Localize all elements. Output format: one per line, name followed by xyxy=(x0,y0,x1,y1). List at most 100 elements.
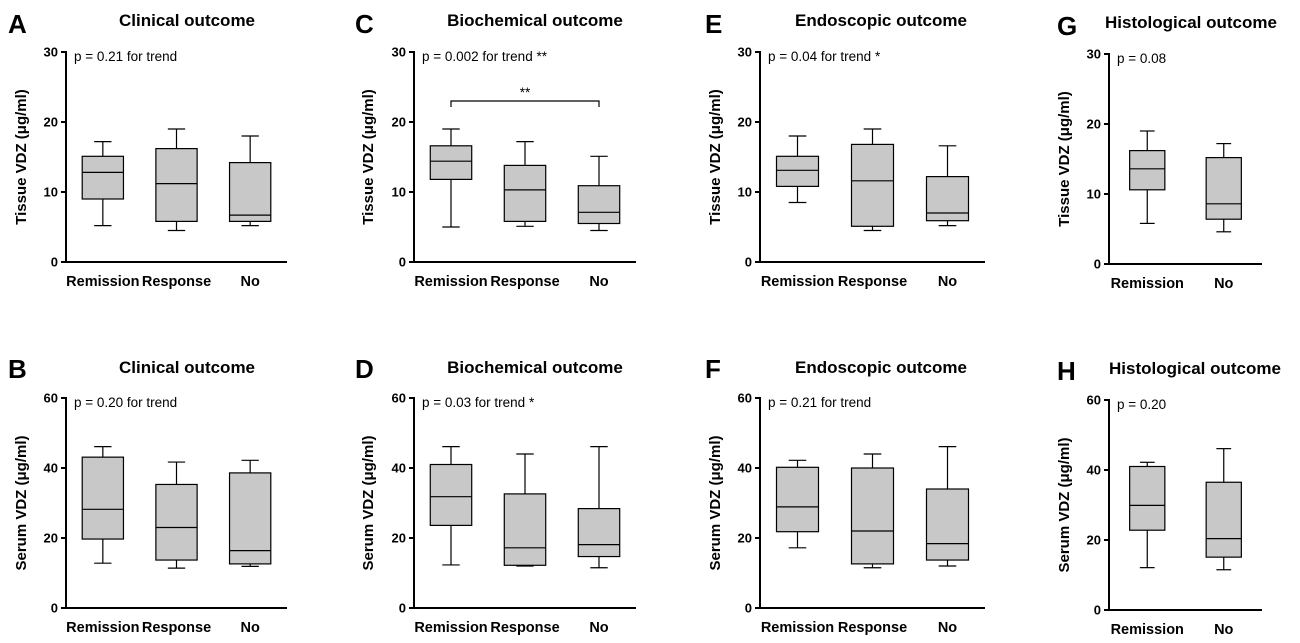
box-remission xyxy=(1129,130,1166,224)
box-remission xyxy=(775,135,820,204)
p-value-annotation: p = 0.04 for trend * xyxy=(768,49,881,64)
y-tick-label: 0 xyxy=(51,601,58,616)
iqr-box xyxy=(925,176,970,222)
y-tick-label: 0 xyxy=(745,255,752,270)
p-value-annotation: p = 0.21 for trend xyxy=(768,395,871,410)
iqr-box xyxy=(1129,465,1166,531)
iqr-box xyxy=(850,467,895,565)
category-label: No xyxy=(1214,622,1233,638)
panel-label: H xyxy=(1057,356,1076,386)
panel-c: C Biochemical outcome Tissue VDZ (μg/ml) 0 1… xyxy=(355,9,636,290)
y-tick-label: 0 xyxy=(1094,257,1101,272)
panel-g: G Histological outcome Tissue VDZ (μg/ml) 0… xyxy=(1056,11,1277,292)
category-label: No xyxy=(589,620,608,636)
significance-label: ** xyxy=(520,85,531,100)
category-label: Remission xyxy=(761,274,834,290)
category-label: Remission xyxy=(761,620,834,636)
panel-label: G xyxy=(1057,11,1077,41)
panel-b: B Clinical outcome Serum VDZ (μg/ml) 0 20 40 6… xyxy=(8,354,287,636)
category-label: No xyxy=(1214,276,1233,292)
y-axis-label: Tissue VDZ (μg/ml) xyxy=(1056,91,1073,227)
iqr-box xyxy=(81,155,125,200)
p-value-annotation: p = 0.21 for trend xyxy=(74,49,177,64)
category-label: Remission xyxy=(66,620,139,636)
y-tick-label: 0 xyxy=(745,601,752,616)
panel-title: Biochemical outcome xyxy=(447,358,623,377)
panel-title: Endoscopic outcome xyxy=(795,11,967,30)
y-axis-label: Serum VDZ (μg/ml) xyxy=(707,435,724,570)
category-label: No xyxy=(938,620,957,636)
p-value-annotation: p = 0.002 for trend ** xyxy=(422,49,548,64)
category-label: Response xyxy=(142,274,211,290)
y-tick-label: 0 xyxy=(1094,603,1101,618)
y-axis-label: Tissue VDZ (μg/ml) xyxy=(360,89,377,225)
y-tick-label: 20 xyxy=(392,115,406,130)
y-tick-label: 30 xyxy=(1087,47,1101,62)
p-value-annotation: p = 0.20 xyxy=(1117,397,1166,412)
y-tick-label: 20 xyxy=(392,531,406,546)
box-response xyxy=(155,461,198,569)
box-no xyxy=(228,459,272,567)
y-axis-label: Serum VDZ (μg/ml) xyxy=(360,435,377,570)
panel-title: Histological outcome xyxy=(1109,359,1281,378)
iqr-box xyxy=(228,472,272,565)
y-tick-label: 20 xyxy=(44,531,58,546)
panel-f: F Endoscopic outcome Serum VDZ (μg/ml) 0 20 4… xyxy=(705,354,985,636)
category-label: Remission xyxy=(414,620,487,636)
panel-label: E xyxy=(705,9,722,39)
iqr-box xyxy=(850,143,895,227)
iqr-box xyxy=(1129,150,1166,191)
category-label: Response xyxy=(490,274,559,290)
box-no xyxy=(925,145,970,227)
y-tick-label: 40 xyxy=(44,461,58,476)
category-label: Response xyxy=(838,620,907,636)
y-tick-label: 0 xyxy=(399,601,406,616)
y-tick-label: 30 xyxy=(392,45,406,60)
category-label: Response xyxy=(838,274,907,290)
category-label: No xyxy=(240,274,259,290)
iqr-box xyxy=(775,155,820,188)
y-tick-label: 10 xyxy=(392,185,406,200)
y-tick-label: 60 xyxy=(738,391,752,406)
p-value-annotation: p = 0.03 for trend * xyxy=(422,395,535,410)
p-value-annotation: p = 0.20 for trend xyxy=(74,395,177,410)
iqr-box xyxy=(925,488,970,561)
category-label: Remission xyxy=(66,274,139,290)
box-response xyxy=(503,141,547,227)
iqr-box xyxy=(775,466,820,533)
iqr-box xyxy=(155,483,198,561)
panel-label: F xyxy=(705,354,721,384)
panel-e: E Endoscopic outcome Tissue VDZ (μg/ml) 0 10… xyxy=(705,9,985,290)
panel-d: D Biochemical outcome Serum VDZ (μg/ml) 0 20… xyxy=(355,354,636,636)
y-tick-label: 30 xyxy=(738,45,752,60)
panel-a: A Clinical outcome Tissue VDZ (μg/ml) 0 10 20… xyxy=(8,9,287,290)
category-label: Remission xyxy=(1111,622,1184,638)
iqr-box xyxy=(228,162,272,223)
category-label: No xyxy=(589,274,608,290)
iqr-box xyxy=(155,148,198,223)
y-tick-label: 20 xyxy=(738,531,752,546)
y-tick-label: 30 xyxy=(44,45,58,60)
iqr-box xyxy=(429,463,473,527)
box-remission xyxy=(429,446,473,566)
y-axis-label: Serum VDZ (μg/ml) xyxy=(1056,437,1073,572)
y-axis-label: Tissue VDZ (μg/ml) xyxy=(13,89,30,225)
box-response xyxy=(850,453,895,569)
y-tick-label: 60 xyxy=(1087,393,1101,408)
y-tick-label: 40 xyxy=(392,461,406,476)
y-tick-label: 60 xyxy=(392,391,406,406)
iqr-box xyxy=(1205,481,1242,558)
y-tick-label: 60 xyxy=(44,391,58,406)
y-tick-label: 20 xyxy=(738,115,752,130)
box-response xyxy=(850,128,895,232)
y-axis-label: Serum VDZ (μg/ml) xyxy=(13,435,30,570)
y-tick-label: 40 xyxy=(738,461,752,476)
box-no xyxy=(577,446,621,569)
iqr-box xyxy=(503,493,547,566)
panel-label: B xyxy=(8,354,27,384)
y-tick-label: 20 xyxy=(1087,117,1101,132)
category-label: Response xyxy=(142,620,211,636)
iqr-box xyxy=(1205,157,1242,220)
box-remission xyxy=(429,128,473,228)
p-value-annotation: p = 0.08 xyxy=(1117,51,1166,66)
